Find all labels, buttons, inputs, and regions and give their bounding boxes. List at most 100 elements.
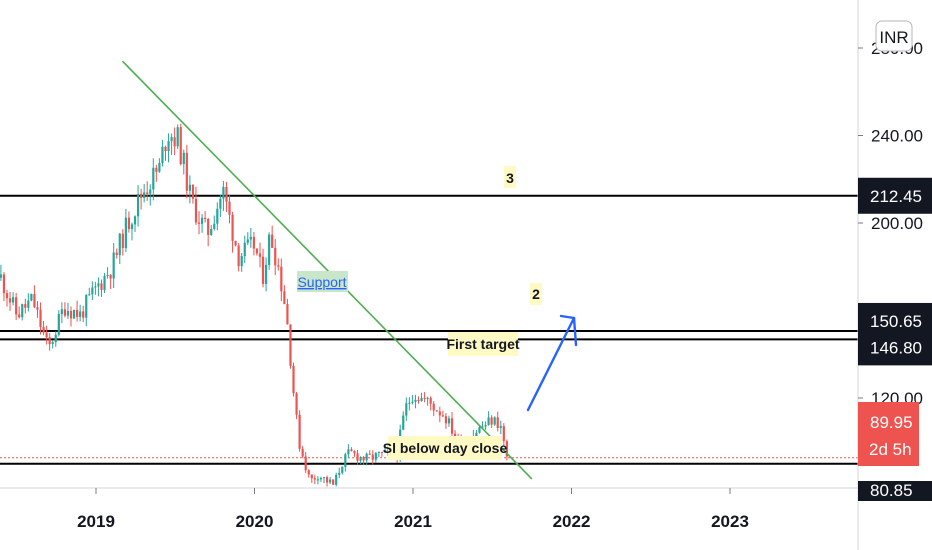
candle-up xyxy=(170,137,173,142)
candle-up xyxy=(493,417,496,425)
candle-up xyxy=(411,401,414,403)
candle-down xyxy=(356,453,359,461)
candle-down xyxy=(304,456,307,471)
candle-up xyxy=(188,184,191,191)
candle-up xyxy=(124,217,127,249)
candle-up xyxy=(66,310,70,316)
annotation-support: Support xyxy=(297,274,346,290)
candle-down xyxy=(237,245,240,267)
candle-up xyxy=(85,294,88,318)
candle-down xyxy=(115,252,118,256)
candle-down xyxy=(231,214,234,241)
candle-up xyxy=(60,309,63,314)
currency-label: INR xyxy=(879,28,908,47)
candle-down xyxy=(109,275,112,279)
candle-down xyxy=(295,393,298,415)
candle-down xyxy=(127,217,131,230)
candle-up xyxy=(91,287,94,295)
candle-up xyxy=(112,252,115,279)
candle-up xyxy=(426,397,429,399)
x-tick-label: 2022 xyxy=(553,512,591,531)
candle-down xyxy=(36,307,39,310)
candle-down xyxy=(301,448,304,457)
candle-up xyxy=(499,426,502,428)
candle-down xyxy=(450,418,454,434)
annotation-2: 2 xyxy=(532,286,540,302)
cropped-price-label: 80.85 xyxy=(870,481,913,500)
candle-down xyxy=(185,152,188,191)
candle-down xyxy=(286,304,289,325)
candle-down xyxy=(252,236,255,249)
candle-down xyxy=(15,297,18,315)
candle-up xyxy=(30,293,33,301)
candle-up xyxy=(103,275,106,290)
candle-up xyxy=(222,186,225,199)
annotation-first-target: First target xyxy=(446,336,519,352)
candle-down xyxy=(48,337,51,345)
candle-up xyxy=(264,264,268,284)
candle-up xyxy=(200,217,204,224)
candle-up xyxy=(57,313,60,335)
candle-down xyxy=(234,240,237,246)
candle-up xyxy=(51,342,54,345)
candle-down xyxy=(121,233,124,249)
candle-up xyxy=(143,192,146,198)
candle-up xyxy=(414,399,417,402)
currency-badge[interactable] xyxy=(875,20,913,52)
candle-down xyxy=(261,256,265,284)
candle-down xyxy=(298,414,301,449)
candle-down xyxy=(429,397,432,404)
candle-up xyxy=(338,472,341,475)
cropped-price-tag xyxy=(858,481,932,501)
y-tick-label: 200.00 xyxy=(871,214,923,233)
candle-up xyxy=(72,309,76,319)
candle-down xyxy=(274,247,277,266)
candle-up xyxy=(11,297,15,303)
annotations: 3 2 Support First target Sl below day cl… xyxy=(297,166,542,460)
candle-up xyxy=(152,167,155,190)
y-tick-label: 240.00 xyxy=(871,127,923,146)
candle-up xyxy=(344,454,347,467)
candle-down xyxy=(368,453,371,455)
candle-down xyxy=(444,416,448,424)
trendline[interactable] xyxy=(121,60,533,480)
last-price-tag xyxy=(858,402,919,466)
candle-up xyxy=(216,208,219,224)
arrow-head xyxy=(559,314,578,347)
candle-down xyxy=(197,222,201,224)
candle-up xyxy=(374,452,377,460)
candle-up xyxy=(447,418,451,424)
candle-up xyxy=(377,451,380,453)
candle-down xyxy=(140,193,143,198)
candle-up xyxy=(133,216,137,225)
candle-down xyxy=(100,283,103,290)
candle-up xyxy=(27,300,30,308)
candle-up xyxy=(136,193,140,217)
candle-up xyxy=(420,397,423,402)
candle-down xyxy=(453,433,457,438)
candle-down xyxy=(45,332,48,338)
candle-up xyxy=(335,474,338,485)
candle-down xyxy=(505,441,508,457)
candle-up xyxy=(161,146,164,163)
candle-down xyxy=(69,310,73,319)
candle-down xyxy=(191,184,195,199)
candle-up xyxy=(213,223,216,229)
candle-up xyxy=(408,402,411,404)
price-tags: 212.45 150.65 146.80 xyxy=(858,177,932,366)
candle-up xyxy=(79,311,82,317)
candle-up xyxy=(322,477,326,479)
candle-up xyxy=(219,198,222,209)
candle-up xyxy=(359,457,362,461)
candle-down xyxy=(155,167,158,172)
candle-up xyxy=(478,427,481,433)
candle-down xyxy=(332,479,335,485)
candle-up xyxy=(487,417,490,426)
candle-up xyxy=(176,127,179,147)
candle-up xyxy=(88,294,91,296)
candle-down xyxy=(24,304,27,308)
candle-up xyxy=(246,239,249,243)
candle-down xyxy=(435,410,438,412)
